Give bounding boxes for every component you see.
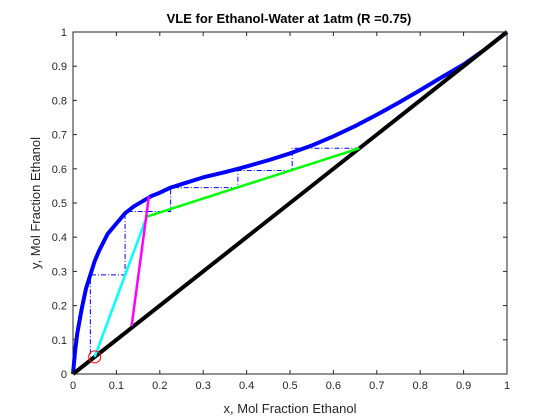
y-tick-label: 0.3	[52, 266, 67, 278]
x-tick-label: 0.8	[413, 380, 428, 392]
y-tick-label: 0.4	[52, 232, 67, 244]
equilibrium-line	[71, 30, 509, 375]
x-tick-label: 0.5	[282, 380, 297, 392]
x-tick-label: 0.1	[109, 380, 124, 392]
x-tick-label: 0.9	[456, 380, 471, 392]
series-layer	[71, 30, 509, 376]
chart-title: VLE for Ethanol-Water at 1atm (R =0.75)	[167, 11, 412, 26]
x-tick-label: 0.4	[239, 380, 254, 392]
stripping-line	[93, 216, 148, 358]
x-tick-label: 0.2	[152, 380, 167, 392]
q-line-line	[130, 195, 151, 327]
endpoint-marker	[88, 350, 102, 364]
y-tick-label: 0.9	[52, 61, 67, 73]
stages-line	[89, 147, 360, 357]
diagonal-line	[71, 30, 509, 376]
x-axis-title: x, Mol Fraction Ethanol	[224, 401, 357, 416]
ticks-layer: 0 0.1 0.2 0.3 0.4 0.5 0.6 0.7 0.8 0.9 1 0 0.1 0.2 0.3 0…	[52, 27, 510, 392]
x-tick-label: 0.6	[326, 380, 341, 392]
x-tick-label: 0.3	[196, 380, 211, 392]
y-tick-label: 0	[61, 369, 67, 381]
y-tick-label: 0.1	[52, 335, 67, 347]
y-tick-label: 0.5	[52, 198, 67, 210]
y-tick-label: 0.6	[52, 164, 67, 176]
y-tick-label: 0.8	[52, 95, 67, 107]
y-tick-label: 0.2	[52, 301, 67, 313]
rectifying-line	[146, 147, 360, 218]
plot-area: 0 0.1 0.2 0.3 0.4 0.5 0.6 0.7 0.8 0.9 1 0 0.1 0.2 0.3 0…	[52, 27, 510, 392]
x-tick-label: 1	[504, 380, 510, 392]
x-tick-label: 0	[70, 380, 76, 392]
y-tick-label: 1	[61, 27, 67, 39]
y-axis-title: y, Mol Fraction Ethanol	[28, 137, 43, 269]
x-tick-label: 0.7	[369, 380, 384, 392]
y-tick-label: 0.7	[52, 130, 67, 142]
